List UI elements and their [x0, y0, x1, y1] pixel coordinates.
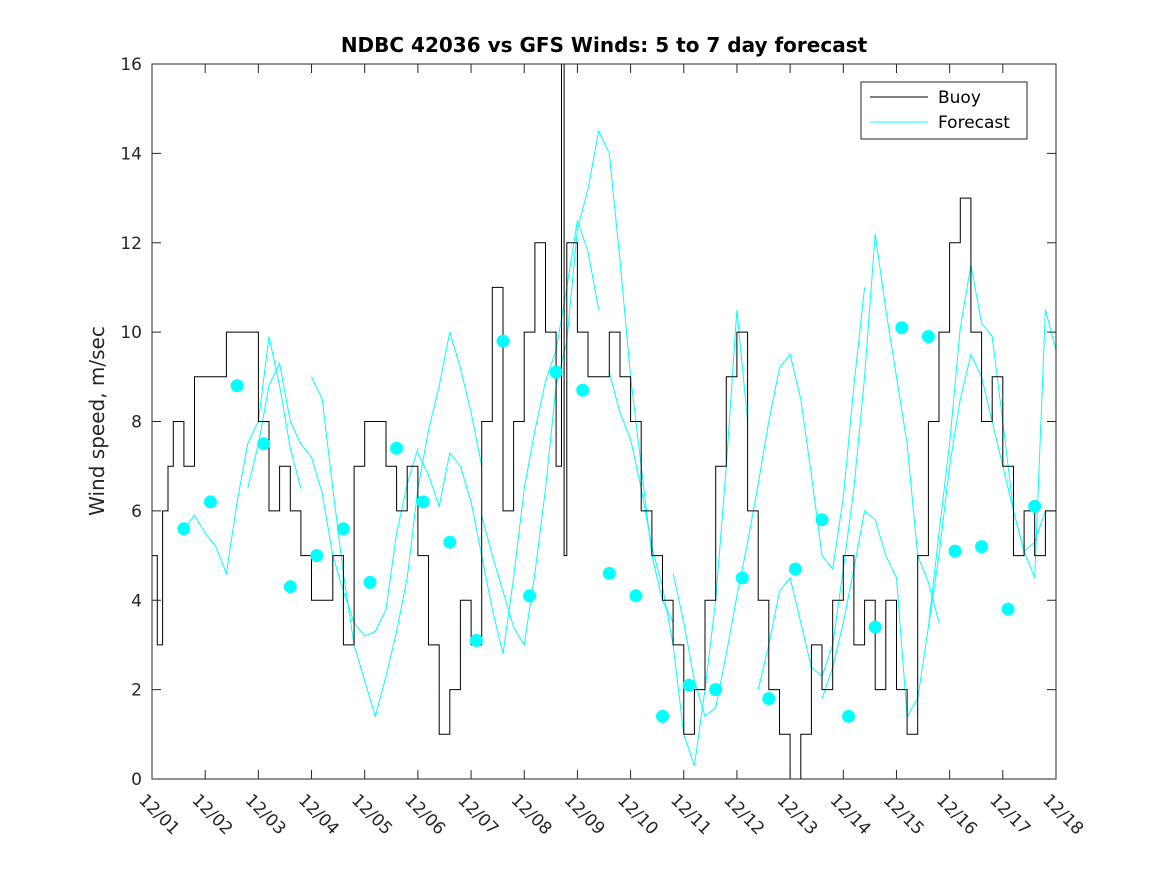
forecast-run-line [608, 309, 749, 766]
forecast-marker [709, 683, 723, 697]
forecast-marker [443, 535, 457, 549]
forecast-marker [921, 330, 935, 344]
forecast-marker [549, 365, 563, 379]
forecast-marker [948, 544, 962, 558]
x-tick-label: 12/15 [879, 790, 928, 839]
legend-forecast-label: Forecast [938, 113, 1010, 133]
x-tick-label: 12/01 [134, 790, 183, 839]
forecast-marker [1028, 499, 1042, 513]
y-tick-label: 14 [120, 144, 142, 164]
x-tick-label: 12/06 [400, 790, 449, 839]
x-tick-label: 12/14 [826, 790, 875, 839]
x-tick-label: 12/10 [613, 790, 662, 839]
x-tick-label: 12/08 [507, 790, 556, 839]
forecast-marker [895, 321, 909, 335]
legend-buoy-label: Buoy [938, 88, 981, 108]
y-tick-label: 0 [131, 770, 142, 790]
legend-box [860, 81, 1028, 140]
x-tick-label: 12/18 [1038, 790, 1087, 839]
forecast-run-line [757, 233, 940, 690]
forecast-marker [390, 441, 404, 455]
forecast-marker [416, 495, 430, 509]
x-tick-label: 12/09 [560, 790, 609, 839]
x-tick-label: 12/17 [985, 790, 1034, 839]
x-tick-label: 12/07 [454, 790, 503, 839]
y-tick-label: 6 [131, 502, 142, 522]
x-tick-label: 12/05 [347, 790, 396, 839]
buoy-line [152, 64, 1056, 779]
x-tick-label: 12/11 [666, 790, 715, 839]
chart-title: NDBC 42036 vs GFS Winds: 5 to 7 day fore… [341, 33, 868, 57]
forecast-marker [735, 571, 749, 585]
y-axis: 0 2 4 6 8 10 12 14 16 [120, 55, 1056, 790]
y-tick-label: 10 [120, 323, 142, 343]
legend: Buoy Forecast [860, 81, 1028, 140]
x-tick-label: 12/04 [294, 790, 343, 839]
forecast-markers [177, 321, 1042, 723]
forecast-marker [230, 379, 244, 393]
forecast-marker [602, 566, 616, 580]
forecast-marker [842, 709, 856, 723]
forecast-run-line [672, 287, 866, 718]
x-tick-label: 12/03 [241, 790, 290, 839]
forecast-marker [576, 383, 590, 397]
forecast-marker [257, 437, 271, 451]
forecast-marker [204, 495, 217, 509]
forecast-marker [310, 549, 324, 563]
forecast-marker [629, 589, 643, 603]
y-tick-label: 12 [120, 234, 142, 254]
forecast-marker [336, 522, 350, 536]
forecast-marker [868, 620, 882, 634]
y-axis-label: Wind speed, m/sec [85, 326, 109, 516]
forecast-marker [283, 580, 297, 594]
x-tick-label: 12/16 [932, 790, 981, 839]
x-tick-label: 12/02 [188, 790, 237, 839]
forecast-series [183, 129, 1056, 766]
forecast-marker [682, 678, 696, 692]
forecast-marker [975, 540, 989, 554]
y-tick-label: 2 [131, 681, 142, 701]
forecast-marker [469, 634, 483, 647]
forecast-marker [496, 334, 510, 348]
forecast-run-line [183, 336, 302, 576]
forecast-marker [523, 589, 537, 603]
forecast-marker [762, 692, 776, 706]
buoy-series [152, 64, 1056, 779]
x-tick-label: 12/13 [773, 790, 822, 839]
forecast-marker [788, 562, 802, 576]
forecast-marker [1001, 602, 1015, 616]
forecast-marker [656, 709, 669, 723]
x-tick-label: 12/12 [719, 790, 768, 839]
forecast-run-line [311, 331, 483, 719]
y-tick-label: 8 [131, 413, 142, 433]
y-tick-label: 4 [131, 591, 142, 611]
forecast-marker [815, 513, 829, 527]
y-tick-label: 16 [120, 55, 142, 75]
plot-area [152, 64, 1056, 779]
forecast-run-line [417, 220, 600, 655]
forecast-marker [363, 575, 377, 589]
forecast-marker [177, 522, 191, 536]
